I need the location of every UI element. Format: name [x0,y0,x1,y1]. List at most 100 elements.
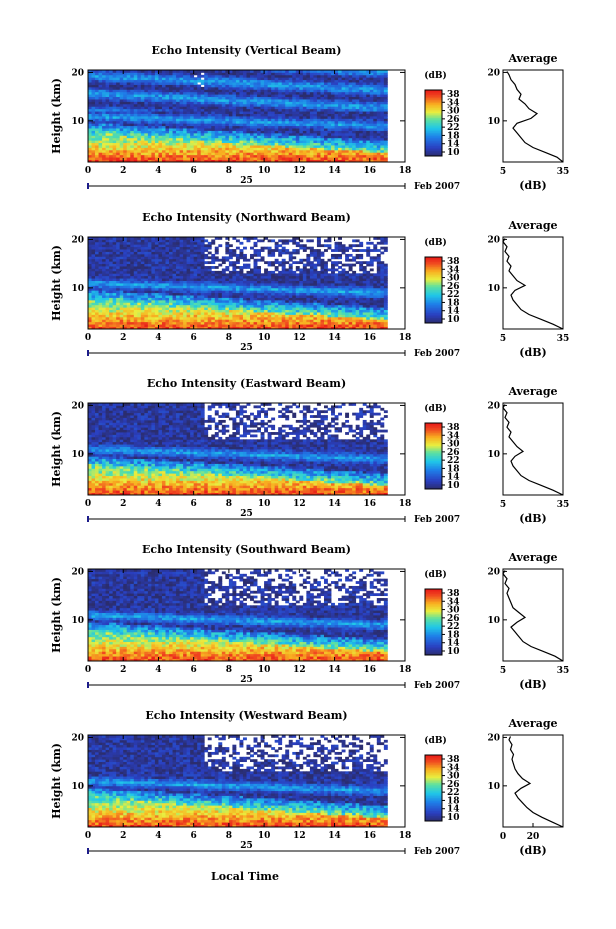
heat-cell [341,157,346,160]
heat-cell [246,324,251,327]
heat-cell [383,116,388,119]
heat-cell [271,125,276,129]
heat-cell [369,94,374,98]
heat-cell [207,244,212,248]
heat-cell [133,82,138,85]
heat-cell [158,108,163,112]
heat-cell [144,137,149,141]
heat-cell [126,72,131,76]
heat-cell [274,135,279,139]
heat-cell [316,157,321,160]
heat-cell [235,246,240,250]
heat-cell [250,84,254,88]
heat-cell [313,149,318,153]
heat-cell [359,101,364,105]
heat-cell [123,82,128,85]
heat-cell [246,113,251,117]
heat-cell [165,292,170,296]
heat-cell [116,99,121,102]
heat-cell [341,108,346,112]
heat-cell [359,154,364,158]
heat-cell [123,103,128,107]
heat-cell [200,270,205,274]
heat-cell [348,108,353,112]
heat-cell [190,273,195,277]
heat-cell [309,99,314,102]
heat-cell [323,94,328,98]
heat-cell [91,159,96,163]
heat-cell [235,116,240,119]
heat-cell [345,70,350,73]
heat-cell [186,273,191,277]
heat-cell [345,118,350,122]
heat-cell [274,140,279,144]
heat-cell [158,251,163,255]
heat-cell [109,299,114,303]
heat-cell [352,77,357,81]
heat-cell [331,118,335,122]
heat-cell [373,79,378,83]
heat-cell [218,86,223,90]
heat-cell [221,89,226,93]
heat-cell [126,263,131,267]
heat-cell [204,278,209,281]
heat-cell [228,283,233,286]
heat-cell [98,82,103,85]
heat-cell [186,106,191,110]
heat-cell [281,159,286,163]
heat-cell [95,74,99,78]
heat-cell [172,84,177,88]
heat-cell [338,118,342,122]
heat-cell [88,237,92,240]
heat-cell [144,270,149,274]
heat-cell [95,82,99,85]
heat-cell [242,140,247,144]
heat-cell [105,84,110,88]
heat-cell [218,70,223,73]
heat-cell [225,273,230,277]
heat-cell [176,125,180,129]
heat-cell [285,99,290,102]
heat-cell [147,103,152,107]
heat-cell [193,249,198,252]
heat-cell [355,79,360,83]
heat-cell [211,142,216,146]
heat-cell [260,137,265,141]
heat-cell [197,123,202,127]
heat-cell [112,84,117,88]
heat-cell [200,275,205,279]
heat-cell [257,137,261,141]
heat-cell [362,72,367,76]
heat-cell [221,70,226,73]
heat-cell [225,258,230,262]
heat-cell [228,120,233,124]
heat-cell [137,253,142,257]
heat-cell [348,74,353,78]
heat-cell [91,270,96,274]
heat-cell [338,116,342,119]
heat-cell [242,99,247,102]
heat-cell [271,137,276,141]
heat-cell [232,299,237,303]
heat-cell [253,103,258,107]
heat-cell [348,113,353,117]
heat-cell [242,154,247,158]
heat-cell [105,321,110,325]
x-tick-label: 8 [226,166,232,176]
heat-cell [338,157,342,160]
heat-cell [274,106,279,110]
heat-cell [176,142,180,146]
heat-cell [253,77,258,81]
heat-cell [190,145,195,148]
heat-cell [218,299,223,303]
heat-cell [288,113,293,117]
heat-cell [232,89,237,93]
heat-cell [239,152,244,156]
heat-cell [225,266,230,269]
heat-cell [151,314,156,318]
heat-cell [320,159,325,163]
heat-cell [126,145,131,148]
heat-cell [130,285,135,289]
heat-cell [221,287,226,291]
heat-cell [105,106,110,110]
